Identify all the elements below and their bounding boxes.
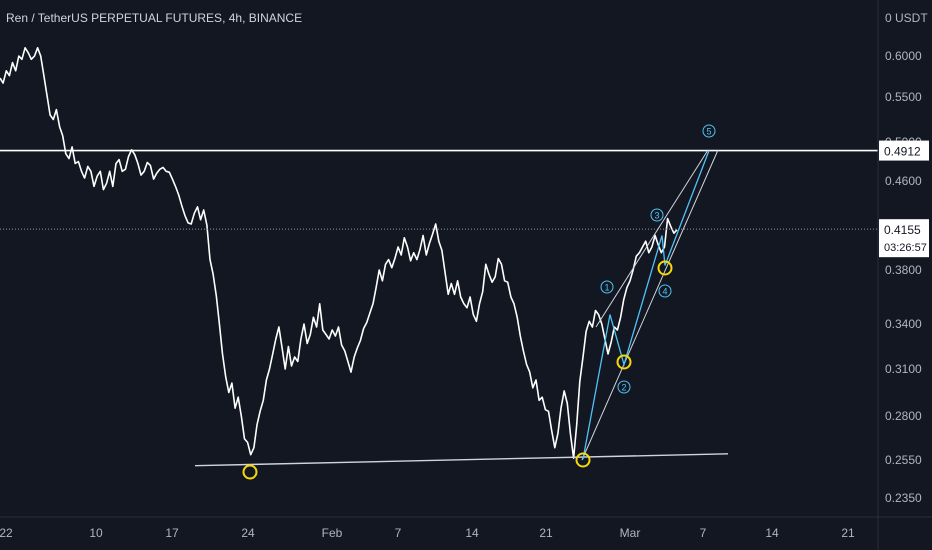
y-tick-label: 0.2800 [885,409,922,423]
x-tick-label: 7 [700,526,707,540]
pivot-circle-low-1 [242,464,258,480]
y-tick-label: 0.4600 [885,174,922,188]
x-tick-label: 21 [539,526,553,540]
resistance-price-value: 0.4912 [884,145,921,159]
y-tick-label: 0.2350 [885,491,922,505]
currency-label: 0 USDT [885,11,928,25]
y-tick-label: 0.5500 [885,90,922,104]
x-tick-label: 14 [765,526,779,540]
wave-label-5: 5 [706,127,711,137]
wave-label-4-ring [658,284,672,298]
y-tick-label: 0.3800 [885,263,922,277]
y-tick-label: 0.6000 [885,49,922,63]
wave-label-1-ring [600,280,614,294]
x-tick-label: Feb [322,526,343,540]
wave-label-2-ring [617,380,631,394]
resistance-price-tag [879,140,929,161]
support-trendline[interactable] [194,453,729,467]
x-tick-label: 10 [89,526,103,540]
chart-title: Ren / TetherUS PERPETUAL FUTURES, 4h, BI… [6,11,303,25]
channel-upper-line[interactable] [595,149,709,328]
pivot-circle-wave-2 [616,354,632,370]
wave-label-4: 4 [662,287,667,297]
pivot-circle-wave-4 [657,260,673,276]
last-price-value: 0.4155 [884,223,921,237]
wave-path[interactable] [582,150,710,460]
wave-label-3: 3 [654,211,659,221]
y-tick-label: 0.3400 [885,317,922,331]
y-tick-label: 0.3100 [885,362,922,376]
y-tick-label: 0.2550 [885,453,922,467]
wave-label-2: 2 [621,383,626,393]
wave-label-5-ring [702,124,716,138]
x-tick-label: 7 [395,526,402,540]
x-tick-label: 14 [465,526,479,540]
pivot-circle-low-2 [575,452,591,468]
wave-label-3-ring [650,208,664,222]
x-tick-label: 22 [0,526,13,540]
x-tick-label: Mar [620,526,641,540]
countdown-value: 03:26:57 [884,242,927,254]
wave-label-1: 1 [604,283,609,293]
x-tick-label: 24 [241,526,255,540]
x-tick-label: 17 [165,526,179,540]
x-tick-label: 21 [841,526,855,540]
last-price-tag [879,219,929,258]
channel-lower-line[interactable] [581,149,719,461]
price-line[interactable] [0,46,678,460]
